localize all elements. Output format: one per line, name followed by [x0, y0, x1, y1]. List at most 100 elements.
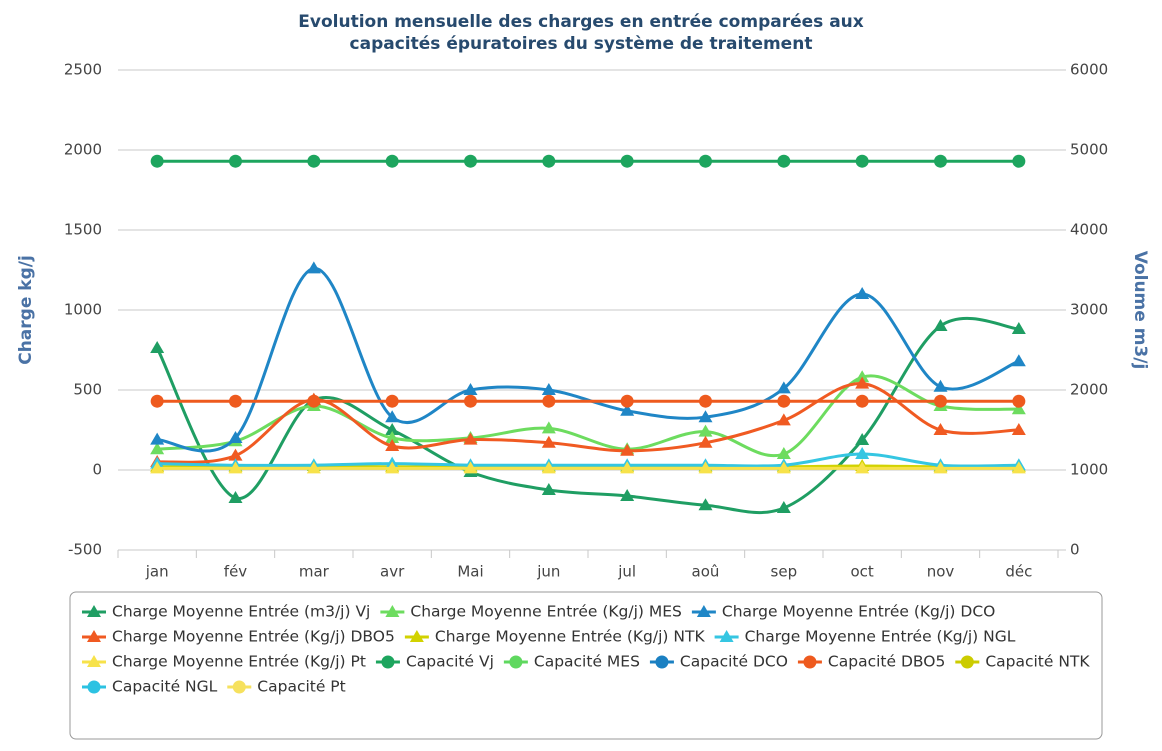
marker [385, 154, 399, 168]
y2-tick-label: 4000 [1070, 221, 1108, 239]
x-tick-label: oct [851, 563, 874, 581]
marker [541, 483, 556, 495]
y-tick-label: 0 [92, 461, 102, 479]
x-tick-label: jul [617, 563, 636, 581]
marker [87, 605, 101, 617]
marker [777, 154, 791, 168]
marker [620, 461, 635, 474]
y2-tick-label: 3000 [1070, 301, 1108, 319]
marker [1011, 354, 1026, 367]
marker [87, 680, 101, 694]
x-tick-label: fév [224, 563, 248, 581]
marker [228, 491, 243, 503]
marker [776, 447, 791, 459]
x-tick-label: Mai [457, 563, 483, 581]
x-tick-label: avr [380, 563, 405, 581]
legend-label: Capacité Vj [406, 653, 494, 671]
legend-item: Capacité MES [503, 653, 640, 671]
marker [385, 461, 400, 474]
marker [655, 655, 669, 669]
marker [933, 319, 948, 331]
marker [542, 394, 556, 408]
legend-label: Charge Moyenne Entrée (Kg/j) NTK [435, 628, 706, 646]
legend-item: Capacité DCO [649, 653, 788, 671]
marker [150, 442, 165, 455]
legend-item: Charge Moyenne Entrée (Kg/j) MES [380, 603, 682, 621]
marker [698, 424, 713, 437]
legend-item: Capacité Vj [375, 653, 494, 671]
y-tick-label: 1500 [64, 221, 102, 239]
marker [699, 154, 712, 168]
marker [150, 432, 165, 445]
marker [855, 461, 870, 474]
marker [542, 154, 556, 168]
legend-item: Capacité NTK [955, 653, 1090, 671]
legend-label: Capacité NGL [112, 678, 218, 696]
y2-tick-label: 6000 [1070, 61, 1108, 79]
marker [620, 443, 635, 456]
series-line [155, 316, 1020, 515]
marker [229, 154, 242, 168]
marker [933, 379, 948, 392]
marker [934, 154, 947, 168]
marker [620, 403, 635, 416]
marker [803, 655, 817, 669]
legend-label: Charge Moyenne Entrée (Kg/j) NGL [745, 628, 1016, 646]
marker [150, 341, 165, 353]
series-line [157, 452, 1019, 468]
marker [381, 655, 395, 669]
legend-label: Capacité MES [534, 653, 640, 671]
marker [855, 433, 870, 445]
marker [307, 394, 321, 408]
marker [464, 154, 477, 168]
legend-item: Charge Moyenne Entrée (m3/j) Vj [82, 603, 370, 621]
marker [1011, 321, 1026, 334]
x-tick-label: sep [771, 563, 798, 581]
series-line [157, 374, 1019, 458]
legend-item: Capacité Pt [227, 678, 346, 696]
marker [228, 431, 243, 443]
series-line [157, 382, 1019, 464]
marker [541, 435, 556, 448]
x-tick-label: nov [927, 563, 955, 581]
marker [1012, 154, 1026, 168]
marker [232, 680, 246, 694]
x-tick-label: aoû [692, 563, 720, 581]
chart-title: capacités épuratoires du système de trai… [350, 34, 813, 54]
y2-tick-label: 0 [1070, 541, 1080, 559]
legend-item: Capacité NGL [82, 678, 218, 696]
legend-label: Charge Moyenne Entrée (Kg/j) MES [410, 603, 682, 621]
marker [464, 394, 477, 408]
marker [541, 383, 556, 395]
marker [150, 394, 164, 408]
y2-tick-label: 5000 [1070, 141, 1108, 159]
y-tick-label: 2000 [64, 141, 102, 159]
legend-label: Charge Moyenne Entrée (m3/j) Vj [112, 603, 370, 621]
marker [463, 432, 478, 445]
legend-box [69, 591, 1103, 740]
marker [698, 461, 713, 474]
marker [87, 655, 101, 667]
marker [228, 461, 243, 474]
legend-item: Charge Moyenne Entrée (Kg/j) NGL [714, 628, 1016, 646]
marker [150, 154, 164, 168]
marker [409, 630, 424, 642]
marker [463, 461, 478, 474]
y-axis-title: Charge kg/j [16, 255, 36, 365]
marker [933, 423, 948, 435]
x-tick-label: mar [299, 563, 330, 581]
marker [541, 421, 556, 434]
marker [509, 655, 523, 669]
y2-axis-title: Volume m3/j [1130, 251, 1150, 370]
legend-label: Capacité DBO5 [828, 653, 945, 671]
legend-item: Charge Moyenne Entrée (Kg/j) DBO5 [82, 628, 395, 646]
marker [620, 394, 634, 408]
y-tick-label: 1000 [64, 301, 102, 319]
marker [776, 461, 791, 474]
marker [855, 370, 870, 383]
legend-label: Charge Moyenne Entrée (Kg/j) Pt [112, 653, 366, 671]
y-tick-label: 500 [73, 381, 102, 399]
marker [463, 383, 478, 395]
x-tick-label: jun [536, 563, 560, 581]
legend-item: Capacité DBO5 [797, 653, 945, 671]
